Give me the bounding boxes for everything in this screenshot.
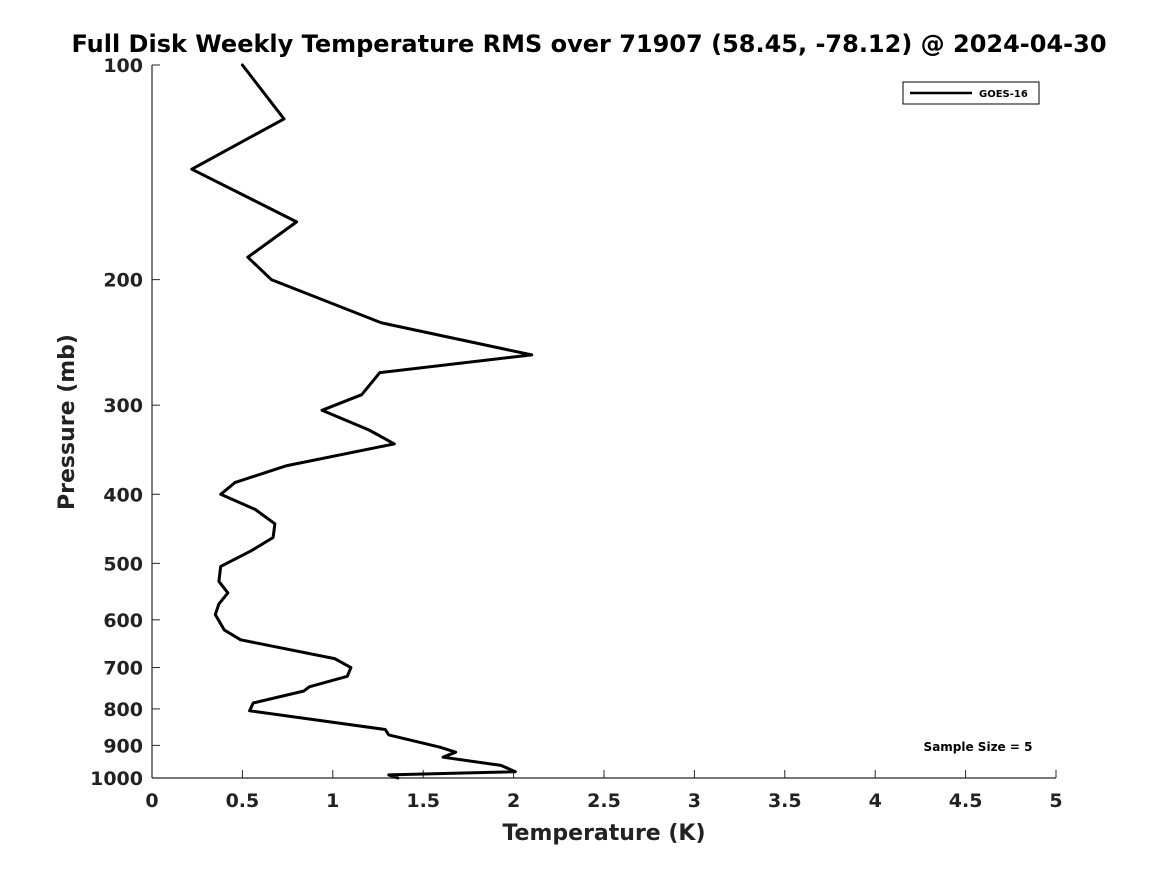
x-axis-label: Temperature (K) [502,821,705,846]
y-tick-label: 600 [103,610,143,632]
x-tick-label: 1.5 [406,790,440,812]
series-line-goes-16 [190,63,534,780]
y-tick-label: 1000 [90,768,143,790]
y-tick-label: 200 [103,270,143,292]
y-tick-label: 900 [103,735,143,757]
y-tick-label: 800 [103,699,143,721]
x-ticks: 0 0.5 1 1.5 2 2.5 3 3.5 4 4.5 5 [145,770,1063,812]
x-tick-label: 4 [869,790,882,812]
y-axis-label: Pressure (mb) [55,334,80,510]
y-tick-label: 400 [103,484,143,506]
x-tick-label: 2 [507,790,520,812]
y-tick-label: 500 [103,553,143,575]
x-tick-label: 1 [326,790,339,812]
legend: GOES-16 [902,81,1040,105]
x-tick-label: 0 [145,790,158,812]
x-tick-label: 0.5 [226,790,260,812]
plot-area [151,65,1056,779]
chart-title: Full Disk Weekly Temperature RMS over 71… [71,30,1106,58]
series-group [190,63,534,780]
x-tick-label: 2.5 [587,790,621,812]
y-tick-label: 700 [103,658,143,680]
x-tick-label: 3.5 [768,790,802,812]
x-tick-label: 3 [688,790,701,812]
x-tick-label: 4.5 [949,790,983,812]
legend-label-goes-16: GOES-16 [979,89,1028,100]
sample-size-annotation: Sample Size = 5 [924,740,1033,754]
y-ticks: 100 200 300 400 500 600 700 800 900 1000 [90,55,160,790]
y-tick-label: 300 [103,395,143,417]
y-tick-label: 100 [103,55,143,77]
x-tick-label: 5 [1049,790,1062,812]
